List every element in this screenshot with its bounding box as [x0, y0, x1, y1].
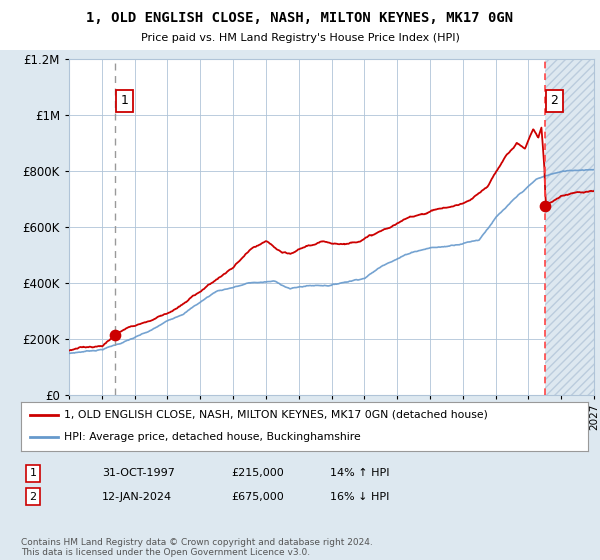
Text: 1, OLD ENGLISH CLOSE, NASH, MILTON KEYNES, MK17 0GN (detached house): 1, OLD ENGLISH CLOSE, NASH, MILTON KEYNE… [64, 410, 487, 420]
Text: £215,000: £215,000 [231, 468, 284, 478]
Text: HPI: Average price, detached house, Buckinghamshire: HPI: Average price, detached house, Buck… [64, 432, 360, 442]
Text: Contains HM Land Registry data © Crown copyright and database right 2024.
This d: Contains HM Land Registry data © Crown c… [21, 538, 373, 557]
Text: 12-JAN-2024: 12-JAN-2024 [102, 492, 172, 502]
Point [541, 202, 550, 211]
Text: £675,000: £675,000 [231, 492, 284, 502]
Text: 16% ↓ HPI: 16% ↓ HPI [330, 492, 389, 502]
Text: 2: 2 [29, 492, 37, 502]
Text: 1: 1 [29, 468, 37, 478]
Text: 14% ↑ HPI: 14% ↑ HPI [330, 468, 389, 478]
Text: 1: 1 [121, 94, 128, 108]
Text: 2: 2 [550, 94, 558, 108]
Text: 31-OCT-1997: 31-OCT-1997 [102, 468, 175, 478]
Point [110, 330, 120, 339]
Text: Price paid vs. HM Land Registry's House Price Index (HPI): Price paid vs. HM Land Registry's House … [140, 33, 460, 43]
Bar [545, 59, 594, 395]
Text: 1, OLD ENGLISH CLOSE, NASH, MILTON KEYNES, MK17 0GN: 1, OLD ENGLISH CLOSE, NASH, MILTON KEYNE… [86, 11, 514, 25]
